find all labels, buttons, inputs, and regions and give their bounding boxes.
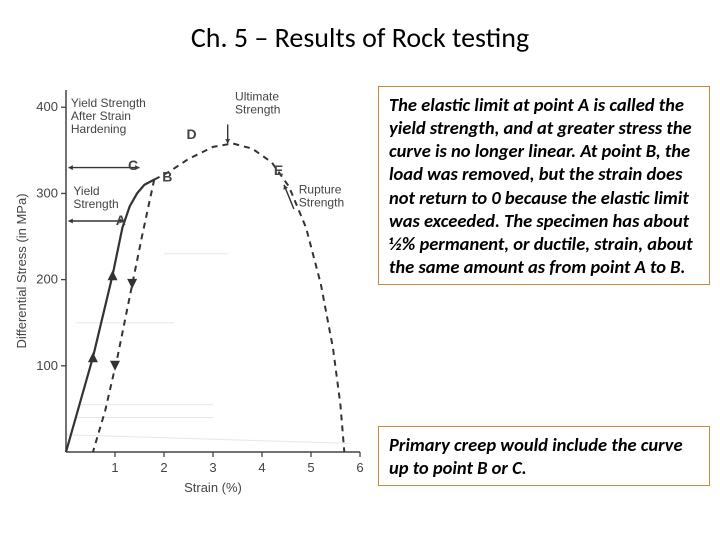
svg-text:2: 2 — [160, 460, 167, 475]
svg-text:B: B — [162, 169, 172, 185]
svg-text:100: 100 — [36, 358, 58, 373]
svg-text:400: 400 — [36, 99, 58, 114]
svg-text:C: C — [128, 157, 138, 173]
svg-text:Hardening: Hardening — [71, 122, 126, 136]
explanation-text-2: Primary creep would include the curve up… — [389, 433, 683, 479]
svg-text:Yield Strength: Yield Strength — [71, 96, 146, 110]
svg-text:5: 5 — [307, 460, 314, 475]
svg-text:D: D — [187, 126, 197, 142]
svg-text:Strength: Strength — [299, 195, 344, 209]
svg-text:A: A — [116, 212, 126, 228]
svg-text:200: 200 — [36, 272, 58, 287]
svg-text:Rupture: Rupture — [299, 182, 342, 196]
svg-text:Strength: Strength — [235, 102, 280, 116]
explanation-text-box-2: Primary creep would include the curve up… — [378, 426, 710, 486]
svg-text:Strain (%): Strain (%) — [184, 480, 242, 495]
svg-text:6: 6 — [356, 460, 363, 475]
explanation-text-1: The elastic limit at point A is called t… — [389, 93, 693, 278]
svg-text:E: E — [274, 162, 283, 178]
svg-text:Differential Stress (in MPa): Differential Stress (in MPa) — [14, 193, 29, 348]
svg-text:3: 3 — [209, 460, 216, 475]
svg-text:300: 300 — [36, 185, 58, 200]
page-title: Ch. 5 – Results of Rock testing — [0, 20, 720, 55]
svg-text:4: 4 — [258, 460, 265, 475]
svg-text:1: 1 — [111, 460, 118, 475]
svg-text:Ultimate: Ultimate — [235, 89, 279, 103]
svg-text:Yield: Yield — [73, 184, 99, 198]
svg-text:After Strain: After Strain — [71, 109, 131, 123]
svg-text:Strength: Strength — [73, 197, 118, 211]
chart-svg: 100 200 300 400 1 2 3 4 5 6 Strain (%) Differential… — [10, 80, 370, 500]
explanation-text-box-1: The elastic limit at point A is called t… — [378, 86, 710, 285]
stress-strain-chart: 100 200 300 400 1 2 3 4 5 6 Strain (%) Differential… — [10, 80, 370, 500]
